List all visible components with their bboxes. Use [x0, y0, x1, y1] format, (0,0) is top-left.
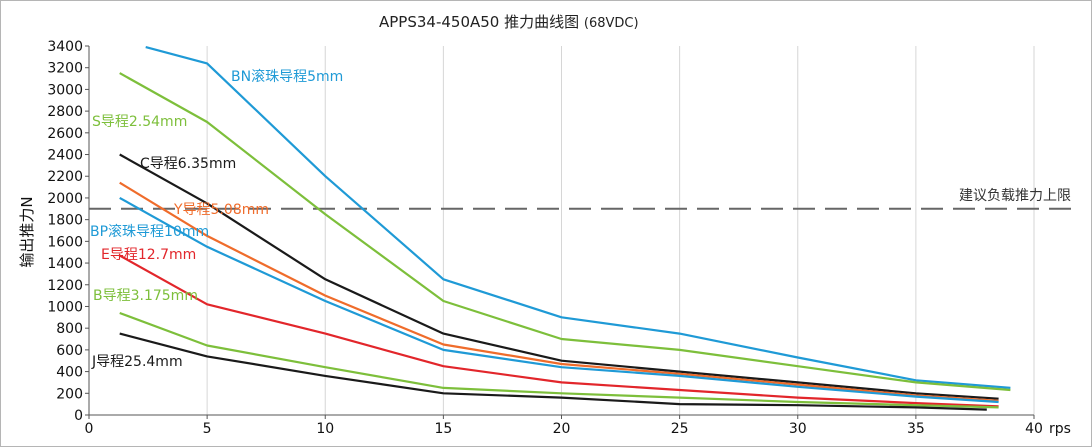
series-label-bp-10mm: BP滚珠导程10mm: [90, 223, 209, 240]
y-tick-label: 3000: [47, 82, 83, 98]
y-tick-label: 1000: [47, 299, 83, 315]
x-tick-label: 15: [434, 421, 452, 437]
y-tick-label: 2000: [47, 191, 83, 207]
x-tick-label: 5: [203, 421, 212, 437]
series-line-c-6-35mm: [119, 153, 999, 400]
y-axis-title: 输出推力N: [18, 196, 36, 267]
series-line-y-5-08mm: [119, 181, 999, 402]
y-tick-label: 600: [56, 343, 83, 359]
y-tick-label: 1600: [47, 234, 83, 250]
series-labels: BN滚珠导程5mm S导程2.54mm C导程6.35mm Y导程5.08mm BP滚珠…: [90, 68, 343, 370]
y-tick-label: 2400: [47, 148, 83, 164]
y-tick-label: 2600: [47, 126, 83, 142]
reference-line-group: 建议负载推力上限: [89, 188, 1073, 210]
y-tick-label: 200: [56, 386, 83, 402]
series-line-b-3-175mm: [119, 311, 999, 409]
x-tick-label: 10: [316, 421, 334, 437]
series-label-j-25-4mm: J导程25.4mm: [91, 354, 183, 370]
x-tick-label: 0: [85, 421, 94, 437]
series-line-j-25-4mm: [119, 332, 987, 411]
series-label-y-5-08mm: Y导程5.08mm: [173, 202, 269, 218]
y-tick-label: 400: [56, 365, 83, 381]
chart-title-main: APPS34-450A50 推力曲线图: [379, 13, 579, 31]
y-tick-label: 800: [56, 321, 83, 337]
y-axis-ticks: 0 200 400 600 800 1000 1200 1400 1600 1800 2000 220…: [47, 39, 89, 424]
series-line-e-12-7mm: [119, 254, 999, 408]
y-tick-label: 3200: [47, 61, 83, 77]
y-tick-label: 3400: [47, 39, 83, 55]
x-tick-label: 30: [789, 421, 807, 437]
chart-title: APPS34-450A50 推力曲线图 (68VDC): [379, 13, 639, 31]
y-tick-label: 1200: [47, 278, 83, 294]
series-label-bn-5mm: BN滚珠导程5mm: [231, 68, 343, 85]
x-tick-label: 40: [1025, 421, 1043, 437]
series-label-b-3-175mm: B导程3.175mm: [93, 288, 198, 304]
y-tick-label: 1800: [47, 213, 83, 229]
y-tick-label: 2800: [47, 104, 83, 120]
reference-line-label: 建议负载推力上限: [959, 188, 1071, 204]
grid-lines: [206, 46, 1035, 415]
series-line-s-2-54mm: [119, 72, 1011, 392]
y-tick-label: 1400: [47, 256, 83, 272]
series-label-s-2-54mm: S导程2.54mm: [92, 114, 187, 130]
chart-title-suffix: (68VDC): [584, 16, 639, 31]
x-tick-label: 35: [907, 421, 925, 437]
series-line-bp-10mm: [119, 196, 999, 404]
series-lines: [119, 46, 1011, 411]
y-tick-label: 2200: [47, 169, 83, 185]
x-axis-ticks: 0 5 10 15 20 25 30 35 40: [85, 415, 1043, 437]
x-tick-label: 25: [671, 421, 689, 437]
series-label-e-12-7mm: E导程12.7mm: [101, 247, 196, 263]
y-tick-label: 0: [74, 408, 83, 424]
series-line-bn-5mm: [145, 46, 1011, 389]
series-label-c-6-35mm: C导程6.35mm: [140, 156, 236, 172]
x-tick-label: 20: [553, 421, 571, 437]
x-axis-unit: rps: [1049, 421, 1071, 437]
